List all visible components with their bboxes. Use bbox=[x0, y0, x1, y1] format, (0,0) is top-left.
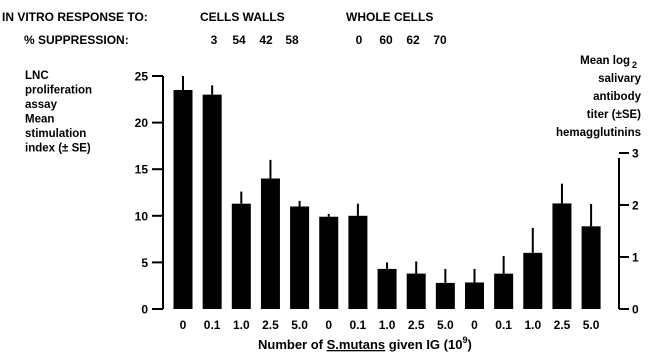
x-tick-label: 1.0 bbox=[233, 318, 250, 332]
x-axis-label-part: Number of bbox=[258, 337, 327, 352]
suppression-value: 70 bbox=[433, 33, 447, 47]
left-tick-label: 25 bbox=[135, 70, 149, 84]
bar bbox=[523, 252, 543, 309]
x-tick-label: 0 bbox=[325, 318, 332, 332]
suppression-value: 60 bbox=[379, 33, 393, 47]
axes: 0 5 10 15 20 25 0 1 2 3 bbox=[135, 70, 639, 317]
bar bbox=[435, 282, 455, 309]
left-axis-label-line: proliferation bbox=[25, 85, 92, 97]
suppression-value: 58 bbox=[285, 33, 299, 47]
right-tick-label: 3 bbox=[632, 147, 639, 161]
x-tick-labels: 0 0.1 1.0 2.5 5.0 0 0.1 1.0 2.5 5.0 0 0.1 1.0 2.5 5.0 bbox=[180, 318, 600, 332]
x-tick-label: 0 bbox=[180, 318, 187, 332]
x-tick-label: 5.0 bbox=[583, 318, 600, 332]
left-axis-label: LNC proliferation assay Mean stimulation inde… bbox=[25, 70, 92, 155]
bars bbox=[173, 76, 601, 309]
suppression-value: 42 bbox=[259, 33, 273, 47]
x-axis-label-species: S.mutans bbox=[327, 337, 386, 352]
x-axis-label-part: given IG (10 bbox=[385, 337, 462, 352]
x-tick-label: 0.1 bbox=[495, 318, 512, 332]
right-axis-label-line: hemagglutinins bbox=[556, 127, 641, 139]
right-axis-label-line: Mean log bbox=[580, 55, 630, 67]
x-tick-label: 0 bbox=[471, 318, 478, 332]
x-tick-label: 0.1 bbox=[204, 318, 221, 332]
right-axis-label-subscript: 2 bbox=[632, 60, 637, 70]
x-tick-label: 5.0 bbox=[291, 318, 308, 332]
bar bbox=[290, 206, 310, 309]
x-tick-label: 5.0 bbox=[437, 318, 454, 332]
right-tick-label: 1 bbox=[632, 251, 639, 265]
x-tick-label: 2.5 bbox=[262, 318, 279, 332]
bar bbox=[494, 273, 514, 309]
x-tick-label: 0.1 bbox=[350, 318, 367, 332]
left-tick-label: 15 bbox=[135, 163, 149, 177]
bar bbox=[465, 282, 484, 309]
left-axis-label-line: LNC bbox=[25, 70, 49, 82]
bar bbox=[406, 273, 426, 309]
left-tick-label: 5 bbox=[141, 256, 148, 270]
left-tick-label: 10 bbox=[135, 209, 149, 223]
x-tick-label: 1.0 bbox=[524, 318, 541, 332]
bar bbox=[231, 203, 251, 309]
bar bbox=[173, 89, 193, 309]
x-axis-label-part: ) bbox=[467, 337, 471, 352]
bar bbox=[377, 268, 397, 309]
suppression-label: % SUPPRESSION: bbox=[24, 33, 129, 47]
left-axis-label-line: Mean bbox=[25, 114, 54, 126]
bar bbox=[581, 226, 601, 309]
x-tick-label: 1.0 bbox=[379, 318, 396, 332]
bar bbox=[260, 178, 280, 309]
suppression-values: 3 54 42 58 0 60 62 70 bbox=[211, 33, 447, 47]
x-axis-label: Number of S.mutans given IG (109) bbox=[258, 335, 472, 352]
left-axis-label-line: assay bbox=[25, 99, 58, 111]
bar bbox=[319, 216, 339, 309]
suppression-value: 3 bbox=[211, 33, 218, 47]
right-tick-label: 2 bbox=[632, 199, 639, 213]
right-axis-label-line: antibody bbox=[593, 91, 642, 103]
right-tick-label: 0 bbox=[632, 303, 639, 317]
x-tick-label: 2.5 bbox=[408, 318, 425, 332]
suppression-value: 62 bbox=[406, 33, 420, 47]
group-whole-cells-label: WHOLE CELLS bbox=[346, 10, 433, 24]
response-label: IN VITRO RESPONSE TO: bbox=[2, 10, 148, 24]
right-axis-label: Mean log salivary antibody titer (±SE) hemag… bbox=[556, 55, 642, 139]
left-tick-label: 0 bbox=[141, 303, 148, 317]
suppression-value: 0 bbox=[356, 33, 363, 47]
bar bbox=[202, 94, 222, 309]
right-axis-label-line: titer (±SE) bbox=[587, 109, 641, 121]
left-tick-label: 20 bbox=[135, 116, 149, 130]
left-axis-label-line: stimulation bbox=[25, 128, 86, 140]
bar bbox=[552, 203, 572, 309]
bar bbox=[348, 215, 368, 309]
suppression-value: 54 bbox=[232, 33, 246, 47]
left-axis-label-line: index (± SE) bbox=[25, 143, 91, 155]
x-axis-label-superscript: 9 bbox=[462, 335, 467, 345]
x-tick-label: 2.5 bbox=[554, 318, 571, 332]
group-cell-walls-label: CELLS WALLS bbox=[200, 10, 285, 24]
right-axis-label-line: salivary bbox=[598, 73, 641, 85]
